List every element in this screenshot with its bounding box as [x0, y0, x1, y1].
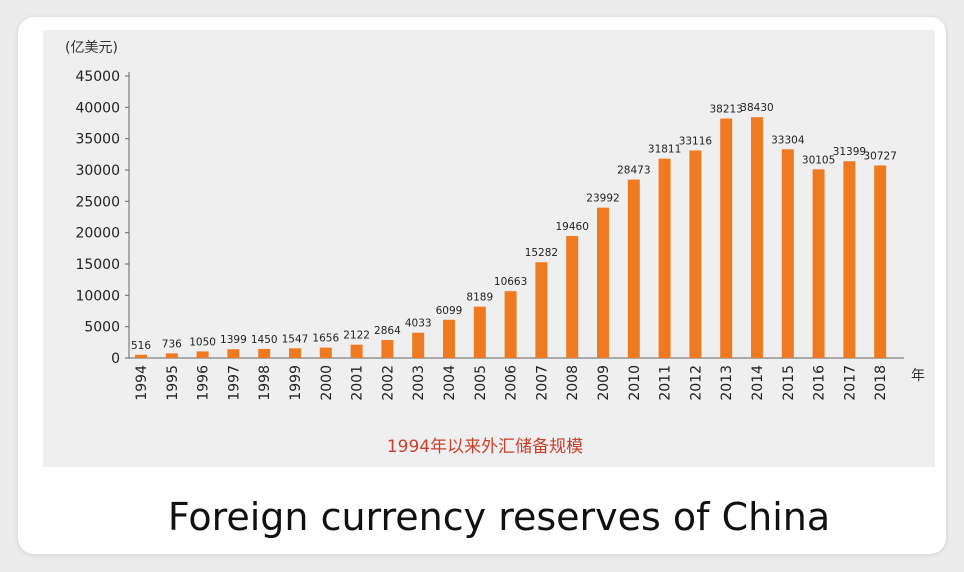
data-label: 23992 — [586, 193, 619, 205]
bar — [473, 306, 486, 358]
data-label: 736 — [162, 338, 182, 350]
x-tick-label: 2006 — [504, 365, 520, 401]
data-label: 4033 — [405, 318, 432, 330]
y-tick-label: 5000 — [84, 320, 120, 336]
y-tick-label: 40000 — [75, 100, 120, 116]
x-unit-label: 年 — [911, 368, 925, 384]
bar — [812, 169, 825, 358]
x-tick-label: 1994 — [134, 365, 150, 401]
x-tick-label: 2018 — [873, 365, 889, 401]
data-label: 33304 — [771, 134, 805, 146]
data-label: 1050 — [189, 336, 216, 348]
bar — [566, 236, 579, 358]
x-tick-label: 1997 — [226, 365, 242, 401]
x-tick-label: 2005 — [473, 365, 489, 401]
bar — [689, 150, 702, 358]
data-label: 1656 — [312, 333, 339, 345]
bar — [196, 351, 209, 358]
data-label: 8189 — [466, 292, 493, 304]
bar — [751, 117, 763, 358]
data-label: 30105 — [802, 154, 835, 166]
data-label: 1450 — [251, 334, 278, 346]
data-label: 1547 — [282, 333, 309, 345]
data-label: 38213 — [709, 104, 742, 116]
x-tick-label: 2007 — [534, 365, 550, 401]
data-label: 38430 — [740, 102, 773, 114]
x-tick-label: 2017 — [842, 365, 858, 401]
y-tick-label: 15000 — [75, 257, 120, 273]
bar — [781, 149, 794, 358]
y-tick-label: 45000 — [75, 69, 120, 85]
x-tick-label: 1998 — [257, 365, 273, 401]
y-tick-label: 0 — [111, 351, 120, 367]
x-tick-label: 2014 — [750, 365, 766, 401]
bar — [350, 344, 363, 358]
bar — [843, 161, 856, 358]
x-tick-label: 2016 — [812, 365, 828, 401]
x-tick-label: 2010 — [627, 365, 643, 401]
x-tick-label: 2001 — [350, 365, 366, 401]
x-tick-label: 1999 — [288, 365, 304, 401]
data-label: 6099 — [436, 305, 463, 317]
y-unit-label: (亿美元) — [65, 40, 118, 56]
x-tick-label: 1996 — [196, 365, 212, 401]
x-tick-label: 2002 — [380, 365, 396, 401]
data-label: 10663 — [494, 276, 527, 288]
bar — [319, 347, 332, 358]
x-tick-label: 2004 — [442, 365, 458, 401]
bar — [412, 332, 425, 358]
x-tick-label: 1995 — [165, 365, 181, 401]
bar — [535, 262, 548, 358]
bar — [658, 158, 671, 358]
x-tick-label: 2012 — [688, 365, 704, 401]
data-label: 30727 — [863, 150, 896, 162]
bar — [289, 348, 301, 358]
bar — [627, 179, 640, 358]
x-tick-label: 2008 — [565, 365, 581, 401]
bar — [135, 354, 147, 358]
data-label: 15282 — [525, 247, 558, 259]
bar — [381, 340, 394, 358]
bar — [597, 207, 609, 358]
bar — [443, 319, 455, 358]
bar — [227, 349, 240, 358]
bar — [504, 291, 517, 358]
data-label: 28473 — [617, 165, 650, 177]
y-tick-label: 10000 — [75, 288, 120, 304]
chart-panel: (亿美元) 0 5000 10000 15000 20000 25000 30000 35000… — [43, 30, 935, 467]
y-tick-label: 20000 — [75, 226, 120, 242]
y-tick-label: 30000 — [75, 163, 120, 179]
data-label: 2122 — [343, 330, 370, 342]
bar-chart: (亿美元) 0 5000 10000 15000 20000 25000 30000 35000… — [65, 40, 925, 457]
x-tick-label: 2009 — [596, 365, 612, 401]
data-label: 1399 — [220, 334, 247, 346]
x-tick-label: 2000 — [319, 365, 335, 401]
chart-title: 1994年以来外汇储备规模 — [387, 437, 583, 457]
x-tick-label: 2003 — [411, 365, 427, 401]
x-tick-label: 2011 — [658, 365, 674, 401]
bar — [165, 353, 178, 358]
data-label: 2864 — [374, 325, 401, 337]
data-label: 19460 — [555, 221, 588, 233]
x-tick-label: 2013 — [719, 365, 735, 401]
y-tick-label: 25000 — [75, 194, 120, 210]
figure-caption: Foreign currency reserves of China — [167, 495, 831, 539]
bar — [258, 348, 271, 358]
data-label: 516 — [131, 340, 151, 352]
data-label: 31811 — [648, 144, 681, 156]
data-label: 33116 — [679, 135, 713, 147]
bar — [720, 118, 733, 359]
data-label: 31399 — [833, 146, 866, 158]
x-tick-label: 2015 — [781, 365, 797, 401]
y-tick-label: 35000 — [75, 132, 120, 148]
bar — [874, 165, 887, 358]
